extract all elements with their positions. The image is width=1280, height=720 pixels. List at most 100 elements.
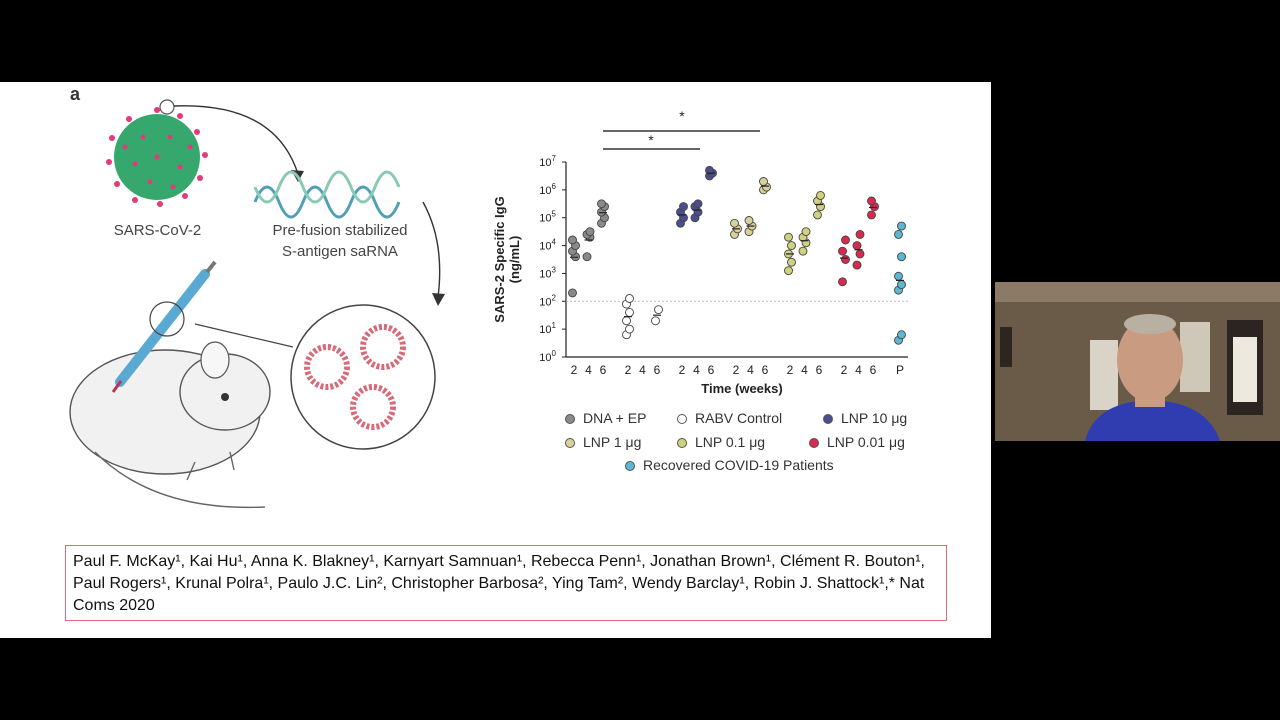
legend-item: Recovered COVID-19 Patients	[625, 457, 834, 473]
data-point	[784, 232, 793, 242]
virus-label: SARS-CoV-2	[113, 222, 202, 239]
data-point	[894, 271, 903, 281]
citation-text: Paul F. McKay¹, Kai Hu¹, Anna K. Blakney…	[73, 553, 925, 614]
data-point	[582, 252, 592, 262]
data-point	[841, 235, 850, 245]
legend-marker	[677, 414, 687, 425]
data-point	[625, 294, 634, 303]
presentation-slide: a	[0, 82, 991, 638]
x-axis-label: Time (weeks)	[701, 381, 782, 396]
x-tick-label: 6	[870, 363, 877, 377]
x-tick-label: 6	[708, 363, 715, 377]
x-tick-label: 4	[639, 363, 646, 377]
legend-marker	[565, 438, 575, 449]
data-point	[651, 316, 660, 326]
y-tick-label: 101	[539, 321, 556, 336]
significance-marker: *	[679, 108, 685, 124]
x-tick-label: 2	[787, 363, 794, 377]
data-point	[852, 260, 862, 270]
data-point	[897, 330, 906, 340]
x-tick-label: 2	[571, 363, 578, 377]
data-point	[897, 280, 906, 290]
presenter-video	[995, 282, 1280, 441]
x-tick-label: 4	[801, 363, 808, 377]
y-tick-label: 107	[539, 154, 556, 169]
panel-letter: a	[70, 84, 81, 104]
x-tick-label: P	[896, 363, 904, 377]
legend-label: RABV Control	[695, 410, 783, 426]
x-tick-label: 4	[693, 363, 700, 377]
y-tick-label: 100	[539, 349, 556, 364]
x-tick-label: 6	[816, 363, 823, 377]
data-point	[625, 307, 634, 317]
x-tick-label: 2	[841, 363, 848, 377]
x-tick-label: 6	[762, 363, 769, 377]
legend-label: Recovered COVID-19 Patients	[643, 457, 834, 473]
x-tick-label: 2	[625, 363, 632, 377]
data-point	[867, 196, 876, 206]
data-point	[759, 177, 768, 186]
data-point	[855, 249, 865, 259]
legend-item: LNP 10 μg	[823, 410, 907, 426]
y-tick-label: 106	[539, 182, 556, 197]
legend-marker	[565, 414, 575, 425]
webcam-video-feed	[995, 282, 1280, 441]
data-point	[585, 227, 595, 237]
data-point	[744, 216, 754, 225]
data-point	[568, 235, 577, 245]
legend-marker	[625, 461, 635, 472]
data-point	[867, 210, 876, 220]
virus-illustration	[106, 99, 208, 207]
data-point	[597, 199, 606, 209]
data-point	[855, 229, 865, 239]
data-point	[798, 246, 808, 256]
syringe-illustration	[111, 260, 217, 393]
rna-illustration	[253, 170, 401, 219]
citation-box: Paul F. McKay¹, Kai Hu¹, Anna K. Blakney…	[65, 545, 947, 621]
data-point	[679, 202, 688, 212]
data-point	[841, 255, 850, 264]
y-tick-label: 104	[539, 238, 556, 253]
data-point	[894, 229, 903, 239]
legend-item: RABV Control	[677, 410, 782, 426]
igg-scatter-chart: 100 101 102 103 104 105 106 107 SARS-2 Specific …	[492, 108, 908, 396]
y-tick-label: 103	[539, 265, 556, 280]
legend-marker	[677, 438, 687, 449]
x-tick-label: 6	[600, 363, 607, 377]
y-tick-label: 102	[539, 293, 556, 308]
data-point	[622, 316, 631, 326]
vaccine-schematic	[69, 99, 445, 509]
y-tick-label: 105	[539, 210, 556, 225]
data-point	[784, 266, 793, 276]
x-tick-label: 2	[679, 363, 686, 377]
legend-label: LNP 0.01 μg	[827, 434, 905, 450]
x-tick-label: 4	[855, 363, 862, 377]
data-point	[801, 227, 811, 237]
data-point	[816, 190, 825, 200]
data-point	[838, 246, 847, 256]
lnp-illustration	[290, 304, 436, 450]
legend-item: LNP 0.1 μg	[677, 434, 765, 450]
y-axis-label: (ng/mL)	[507, 236, 522, 284]
data-point	[897, 221, 906, 231]
data-point	[852, 241, 862, 251]
data-point	[705, 165, 714, 175]
data-point	[813, 210, 822, 220]
significance-marker: *	[648, 132, 654, 148]
legend-label: DNA + EP	[583, 410, 647, 426]
legend-item: LNP 1 μg	[565, 434, 641, 450]
y-axis-label: SARS-2 Specific IgG	[492, 196, 507, 322]
legend-item: LNP 0.01 μg	[809, 434, 905, 450]
data-point	[897, 252, 906, 262]
data-point	[787, 257, 796, 267]
data-point	[654, 305, 663, 315]
mouse-illustration	[69, 341, 271, 509]
data-point	[730, 218, 739, 228]
x-tick-label: 4	[747, 363, 754, 377]
x-tick-label: 6	[654, 363, 661, 377]
rna-label: Pre-fusion stabilized S-antigen saRNA	[272, 222, 408, 260]
x-tick-label: 4	[585, 363, 592, 377]
data-point	[787, 241, 796, 251]
legend-label: LNP 10 μg	[841, 410, 908, 426]
legend-item: DNA + EP	[565, 410, 646, 426]
